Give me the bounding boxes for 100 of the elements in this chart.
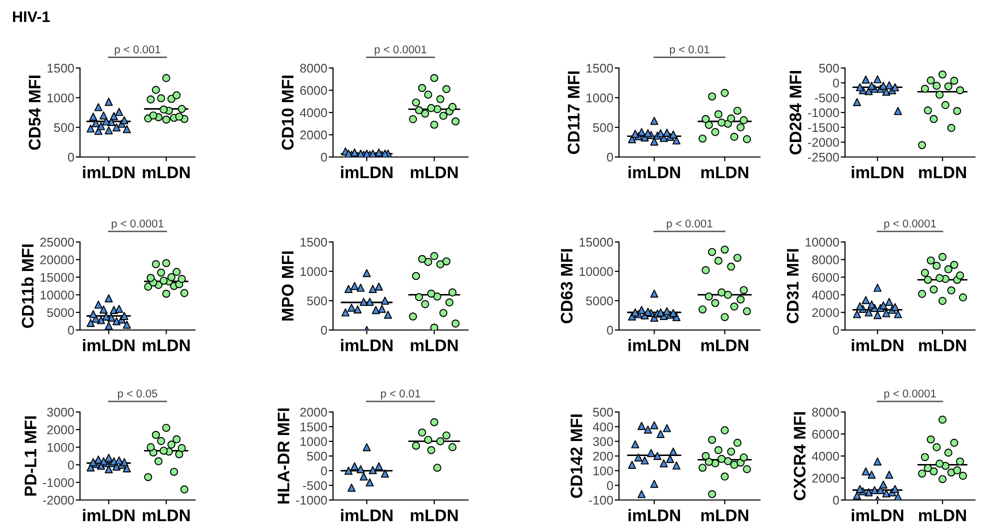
- y-axis-title: CD63 MFI: [560, 249, 573, 324]
- y-tick-label: 8000: [300, 64, 327, 73]
- text: p < 0.0001: [112, 220, 164, 230]
- y-tick-label: 0: [832, 496, 839, 505]
- y-tick-label: 4000: [812, 290, 839, 300]
- y-tick-label: 1000: [586, 93, 613, 102]
- y-tick-label: 1500: [586, 64, 613, 73]
- y-tick-label: 0: [68, 152, 74, 162]
- x-tick-label: mLDN: [142, 166, 190, 178]
- y-tick-label: 1000: [300, 267, 327, 276]
- y-tick-label: 1000: [48, 93, 74, 102]
- y-tick-label: 300: [593, 437, 613, 446]
- y-tick-label: -500: [814, 93, 839, 102]
- y-tick-label: 0: [832, 326, 839, 335]
- x-tick-label: mLDN: [919, 340, 966, 352]
- y-tick-label: 500: [307, 296, 327, 306]
- text: p < 0.001: [666, 220, 712, 230]
- y-tick-label: 1500: [300, 238, 327, 247]
- y-tick-label: 0: [320, 326, 327, 335]
- y-axis-title: CD142 MFI: [570, 414, 582, 498]
- y-tick-label: 2000: [300, 130, 327, 140]
- x-tick-label: imLDN: [628, 339, 680, 352]
- y-tick-label: 4000: [812, 452, 839, 461]
- y-tick-label: 4000: [300, 108, 327, 118]
- y-tick-label: -2500: [808, 152, 839, 162]
- y-axis-title: CD117 MFI: [568, 71, 580, 154]
- x-tick-label: mLDN: [410, 510, 458, 522]
- x-tick-label: imLDN: [628, 166, 680, 178]
- y-tick-label: 15000: [580, 238, 613, 247]
- y-tick-label: 100: [594, 466, 613, 476]
- y-tick-label: 0: [68, 326, 74, 335]
- y-tick-label: 500: [593, 408, 613, 417]
- text: p < 0.0001: [884, 390, 936, 400]
- y-axis-title: HLA-DR MFI: [278, 408, 290, 504]
- y-axis-title: PD-L1 MFI: [24, 416, 36, 496]
- y-tick-label: 10000: [580, 267, 613, 276]
- y-tick-label: 1000: [48, 443, 74, 452]
- x-tick-label: mLDN: [142, 510, 190, 522]
- y-tick-label: 0: [832, 78, 839, 88]
- x-tick-label: mLDN: [410, 166, 458, 178]
- text: p < 0.0001: [884, 220, 936, 230]
- y-tick-label: 0: [68, 460, 74, 470]
- x-tick-label: imLDN: [83, 166, 134, 178]
- y-tick-label: -100: [588, 496, 613, 505]
- x-tick-label: imLDN: [852, 509, 904, 522]
- y-tick-label: 20000: [40, 255, 74, 264]
- x-tick-label: imLDN: [83, 339, 134, 352]
- y-tick-label: 1000: [300, 437, 327, 446]
- y-tick-label: 500: [819, 64, 839, 73]
- x-tick-label: imLDN: [852, 166, 904, 178]
- x-tick-label: imLDN: [341, 166, 392, 178]
- y-tick-label: 15000: [40, 273, 74, 282]
- chart-title: HIV-1: [13, 11, 50, 22]
- y-tick-label: 0: [606, 481, 613, 490]
- x-tick-label: mLDN: [701, 340, 748, 352]
- y-tick-label: 500: [307, 452, 327, 461]
- x-tick-label: mLDN: [701, 510, 748, 522]
- text: p < 0.01: [380, 390, 420, 400]
- y-axis-title: CD10 MFI: [282, 76, 294, 150]
- y-tick-label: 25000: [40, 238, 74, 247]
- y-tick-label: -500: [302, 481, 327, 490]
- y-tick-label: 2000: [812, 474, 839, 483]
- x-tick-label: mLDN: [919, 510, 966, 522]
- y-tick-label: 0: [320, 152, 327, 162]
- x-tick-label: mLDN: [410, 340, 458, 352]
- y-tick-label: 400: [592, 422, 613, 432]
- y-axis-title: CD11b MFI: [21, 244, 34, 328]
- x-tick-label: imLDN: [852, 339, 904, 352]
- y-tick-label: -1000: [43, 478, 74, 488]
- x-tick-label: mLDN: [919, 166, 966, 178]
- x-tick-label: mLDN: [701, 166, 748, 178]
- text: p < 0.01: [670, 45, 710, 56]
- y-axis-title: CD284 MFI: [790, 71, 802, 154]
- y-axis-title: MPO MFI: [282, 251, 294, 321]
- x-tick-label: imLDN: [83, 509, 134, 522]
- y-tick-label: 500: [593, 123, 613, 132]
- y-tick-label: -1500: [808, 123, 839, 132]
- y-tick-label: -1000: [808, 108, 839, 118]
- text: p < 0.001: [114, 45, 160, 56]
- y-tick-label: 6000: [300, 86, 327, 95]
- x-tick-label: imLDN: [341, 339, 392, 352]
- y-tick-label: 3000: [47, 408, 74, 417]
- y-tick-label: 10000: [40, 290, 74, 300]
- y-tick-label: -2000: [43, 496, 74, 505]
- x-tick-label: imLDN: [341, 509, 392, 522]
- y-tick-label: 2000: [812, 308, 839, 318]
- y-tick-label: 500: [54, 123, 74, 132]
- text: p < 0.05: [118, 390, 158, 400]
- y-tick-label: 6000: [812, 273, 839, 282]
- y-axis-title: CXCR4 MFI: [794, 412, 806, 500]
- y-tick-label: 2000: [47, 425, 74, 434]
- y-tick-label: 10000: [806, 238, 839, 247]
- y-tick-label: -1000: [296, 496, 327, 505]
- y-tick-label: 1500: [48, 64, 74, 73]
- y-tick-label: 2000: [300, 408, 327, 417]
- y-tick-label: 5000: [47, 308, 74, 318]
- x-tick-label: mLDN: [142, 340, 190, 352]
- y-tick-label: 6000: [812, 430, 839, 439]
- y-tick-label: -2000: [808, 138, 839, 147]
- y-tick-label: 8000: [812, 255, 839, 264]
